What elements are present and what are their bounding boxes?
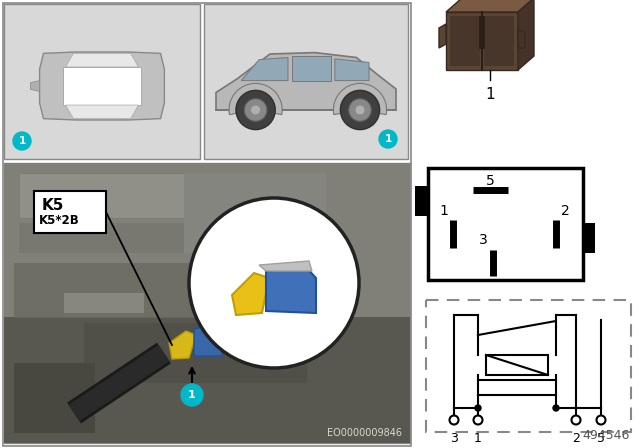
Bar [19,173,243,218]
Circle shape [572,415,580,425]
Polygon shape [335,59,369,81]
Circle shape [596,415,605,425]
Circle shape [340,90,380,129]
Text: 2: 2 [572,432,580,445]
Text: 1: 1 [440,204,449,218]
Circle shape [355,105,365,115]
Text: 1: 1 [188,390,196,400]
Bar [64,293,144,313]
Bar [19,223,202,253]
Bar [3,3,411,446]
Circle shape [13,132,31,150]
Bar [446,12,518,70]
Polygon shape [232,273,269,315]
Circle shape [251,105,260,115]
Bar [4,4,200,159]
Polygon shape [31,81,40,91]
Text: K5*2B: K5*2B [39,215,80,228]
Polygon shape [241,57,288,81]
Circle shape [553,405,559,411]
Circle shape [189,198,359,368]
Bar [426,300,631,432]
Circle shape [379,130,397,148]
Text: 3: 3 [479,233,488,247]
Polygon shape [216,52,396,110]
Bar [34,191,106,233]
Bar [428,168,583,280]
Bar [479,16,485,49]
Bar [583,223,595,253]
Polygon shape [266,265,316,313]
Bar [204,4,408,159]
Bar [14,263,278,318]
Circle shape [474,415,483,425]
Circle shape [244,99,267,121]
Bar [84,323,307,383]
Circle shape [181,384,203,406]
Polygon shape [65,53,138,67]
Bar [486,355,548,375]
Text: 3: 3 [450,432,458,445]
Polygon shape [65,105,138,119]
Polygon shape [194,325,222,356]
Polygon shape [292,56,332,81]
Text: EO0000009846: EO0000009846 [327,428,402,438]
Wedge shape [333,83,387,115]
Bar [478,380,556,395]
Bar [204,263,264,293]
Bar [415,186,428,216]
Text: 494546: 494546 [582,429,630,442]
Circle shape [475,405,481,411]
Text: 5: 5 [486,174,494,188]
Text: 1: 1 [385,134,392,144]
Polygon shape [446,0,534,12]
Text: 5: 5 [597,432,605,445]
Polygon shape [169,331,196,359]
Wedge shape [229,83,282,115]
Polygon shape [439,24,446,48]
Text: 2: 2 [561,204,570,218]
Text: K5: K5 [42,198,65,212]
Polygon shape [259,261,312,271]
Bar [4,163,410,317]
Bar [184,173,326,253]
Polygon shape [40,52,164,120]
Bar [484,16,514,66]
Polygon shape [518,0,534,70]
Bar [450,16,480,66]
Circle shape [236,90,275,129]
Bar [63,67,141,105]
Bar [4,317,410,443]
Text: 1: 1 [19,136,26,146]
Circle shape [449,415,458,425]
Polygon shape [518,30,525,48]
Text: 1: 1 [474,432,482,445]
Bar [14,363,95,433]
Circle shape [349,99,371,121]
Bar [4,163,410,443]
Text: 1: 1 [485,87,495,102]
